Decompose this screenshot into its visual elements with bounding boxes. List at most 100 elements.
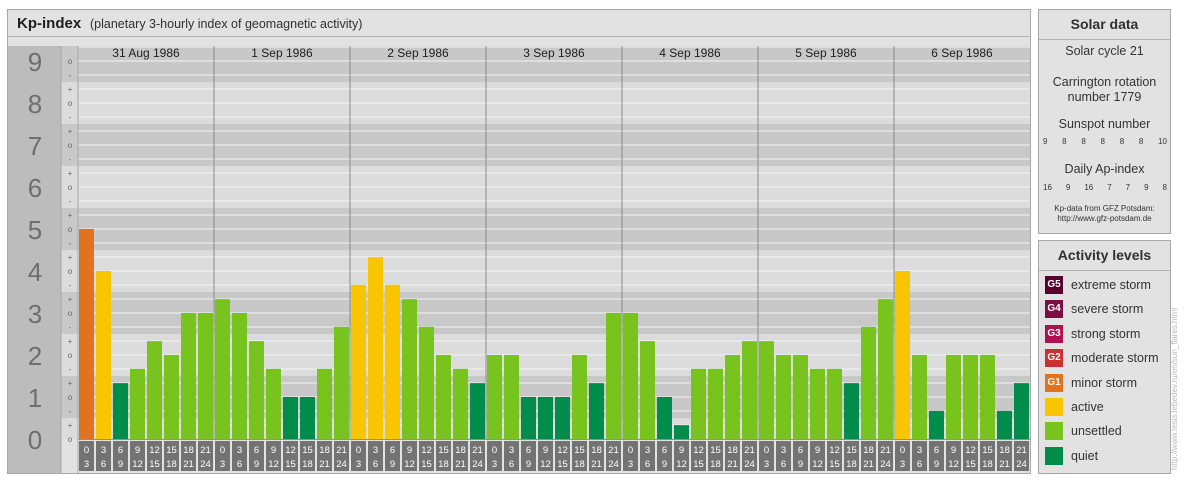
kp-bar	[708, 368, 723, 439]
interval-end-label: 12	[268, 459, 279, 470]
time-interval-cell	[147, 441, 162, 471]
interval-end-label: 18	[574, 459, 585, 470]
time-interval-cell	[487, 441, 502, 471]
y-minor-tick: +	[68, 253, 73, 262]
interval-start-label: 18	[999, 445, 1010, 456]
interval-end-label: 12	[404, 459, 415, 470]
time-interval-cell	[113, 441, 128, 471]
interval-end-label: 24	[744, 459, 755, 470]
time-interval-cell	[674, 441, 689, 471]
kp-bar	[555, 397, 570, 439]
kp-bar	[334, 326, 349, 439]
ap-value: 7	[1125, 183, 1131, 192]
interval-start-label: 9	[679, 445, 684, 456]
time-interval-cell	[572, 441, 587, 471]
kp-bar	[742, 341, 757, 439]
interval-end-label: 3	[220, 459, 225, 470]
legend-label: moderate storm	[1071, 351, 1159, 365]
credit-link[interactable]: http://www.gfz-potsdam.de	[1057, 214, 1152, 223]
solar-data-panel: Solar data Solar cycle 21 Carrington rot…	[1038, 9, 1171, 234]
kp-bar	[402, 299, 417, 439]
kp-bar	[470, 383, 485, 439]
interval-start-label: 3	[509, 445, 514, 456]
time-interval-cell	[300, 441, 315, 471]
y-tick-label: 9	[28, 47, 42, 77]
interval-start-label: 12	[829, 445, 840, 456]
kp-bar	[419, 326, 434, 439]
interval-end-label: 24	[336, 459, 347, 470]
kp-bar	[249, 341, 264, 439]
interval-end-label: 3	[84, 459, 89, 470]
legend-item-active: active	[1045, 398, 1169, 418]
kp-bar	[436, 355, 451, 439]
interval-start-label: 0	[84, 445, 89, 456]
legend-swatch: G5	[1045, 276, 1063, 294]
legend-item-g1: G1 minor storm	[1045, 374, 1169, 394]
kp-bar	[691, 368, 706, 439]
legend-item-g2: G2 moderate storm	[1045, 349, 1169, 369]
interval-start-label: 12	[285, 445, 296, 456]
ap-index-title: Daily Ap-index	[1064, 162, 1145, 176]
y-tick-label: 1	[28, 383, 42, 413]
interval-start-label: 9	[407, 445, 412, 456]
time-interval-cell	[538, 441, 553, 471]
kp-bar	[487, 355, 502, 439]
interval-start-label: 18	[455, 445, 466, 456]
time-interval-cell	[266, 441, 281, 471]
interval-end-label: 3	[356, 459, 361, 470]
sunspot-title: Sunspot number	[1058, 117, 1151, 131]
kp-bar	[929, 410, 944, 439]
interval-start-label: 15	[302, 445, 313, 456]
kp-bar	[997, 410, 1012, 439]
interval-end-label: 3	[492, 459, 497, 470]
kp-bar	[504, 355, 519, 439]
y-minor-tick: -	[69, 197, 72, 206]
kp-bar	[283, 397, 298, 439]
interval-start-label: 6	[526, 445, 531, 456]
kp-bar	[946, 355, 961, 439]
y-minor-tick: o	[68, 267, 73, 276]
interval-end-label: 6	[509, 459, 514, 470]
y-minor-tick: +	[68, 85, 73, 94]
interval-start-label: 9	[951, 445, 956, 456]
legend-label: severe storm	[1071, 302, 1144, 316]
time-interval-cell	[742, 441, 757, 471]
interval-end-label: 21	[183, 459, 194, 470]
y-minor-tick: +	[68, 127, 73, 136]
activity-levels-title: Activity levels	[1057, 247, 1152, 263]
time-interval-cell	[878, 441, 893, 471]
time-interval-cell	[521, 441, 536, 471]
credit-line-1: Kp-data from GFZ Potsdam:	[1054, 204, 1155, 213]
kp-bar	[147, 341, 162, 439]
carrington-line-2: number 1779	[1067, 90, 1142, 104]
chart-title: Kp-index	[17, 15, 82, 32]
y-tick-label: 2	[28, 341, 42, 371]
legend-label: unsettled	[1071, 424, 1122, 438]
interval-start-label: 21	[880, 445, 891, 456]
interval-end-label: 3	[900, 459, 905, 470]
interval-start-label: 3	[781, 445, 786, 456]
legend-swatch	[1045, 422, 1063, 440]
solar-data-title: Solar data	[1070, 16, 1139, 32]
time-interval-cell	[997, 441, 1012, 471]
kp-bar	[980, 355, 995, 439]
y-minor-tick: o	[68, 141, 73, 150]
divider	[1039, 270, 1170, 271]
interval-end-label: 18	[982, 459, 993, 470]
y-minor-tick: -	[69, 71, 72, 80]
interval-start-label: 15	[846, 445, 857, 456]
time-interval-cell	[79, 441, 94, 471]
kp-bar	[113, 383, 128, 439]
interval-start-label: 12	[965, 445, 976, 456]
y-minor-tick: o	[68, 393, 73, 402]
interval-start-label: 15	[166, 445, 177, 456]
ap-value: 16	[1043, 183, 1052, 192]
legend-item-g5: G5 extreme storm	[1045, 276, 1169, 296]
kp-bar	[300, 397, 315, 439]
interval-start-label: 3	[373, 445, 378, 456]
interval-start-label: 3	[237, 445, 242, 456]
time-interval-cell	[164, 441, 179, 471]
time-interval-cell	[453, 441, 468, 471]
divider	[1039, 39, 1170, 40]
y-minor-tick: +	[68, 379, 73, 388]
